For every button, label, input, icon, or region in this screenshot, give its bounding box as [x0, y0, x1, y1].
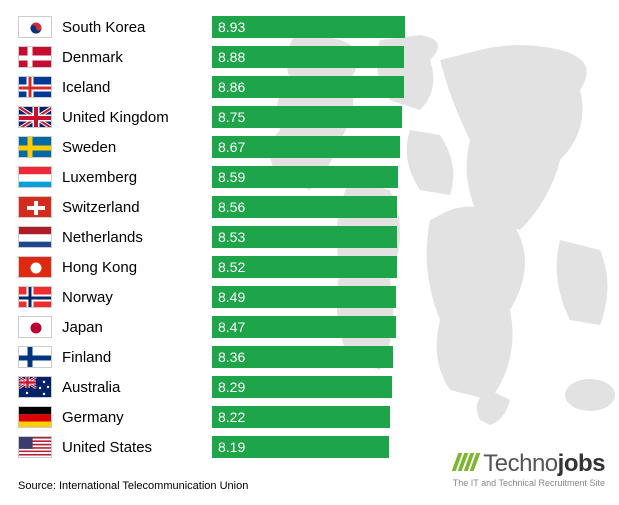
- flag-icon: [18, 376, 52, 398]
- chart-row: Switzerland 8.56: [18, 192, 619, 222]
- flag-icon: [18, 106, 52, 128]
- chart-row: Luxemberg 8.59: [18, 162, 619, 192]
- bar-value: 8.53: [218, 229, 245, 245]
- bar-value: 8.88: [218, 49, 245, 65]
- bar-wrap: 8.93: [212, 16, 472, 38]
- bar-wrap: 8.47: [212, 316, 472, 338]
- brand-name-pre: Techno: [483, 450, 557, 477]
- bar-wrap: 8.36: [212, 346, 472, 368]
- country-label: Finland: [62, 349, 212, 366]
- chart-row: South Korea 8.93: [18, 12, 619, 42]
- country-label: United States: [62, 439, 212, 456]
- bar: 8.67: [212, 136, 400, 158]
- bar: 8.19: [212, 436, 389, 458]
- bar-value: 8.67: [218, 139, 245, 155]
- brand-block: Technojobs The IT and Technical Recruitm…: [453, 450, 605, 488]
- bar-wrap: 8.49: [212, 286, 472, 308]
- bar: 8.29: [212, 376, 392, 398]
- flag-icon: [18, 46, 52, 68]
- ranking-chart: South Korea 8.93 Denmark 8.88 Iceland 8.…: [0, 0, 619, 462]
- brand-name: Technojobs: [483, 450, 605, 478]
- country-label: Luxemberg: [62, 169, 212, 186]
- bar: 8.36: [212, 346, 393, 368]
- chart-row: United Kingdom 8.75: [18, 102, 619, 132]
- chart-row: Netherlands 8.53: [18, 222, 619, 252]
- country-label: Japan: [62, 319, 212, 336]
- flag-icon: [18, 316, 52, 338]
- country-label: Iceland: [62, 79, 212, 96]
- flag-icon: [18, 136, 52, 158]
- chart-row: Japan 8.47: [18, 312, 619, 342]
- bar-value: 8.29: [218, 379, 245, 395]
- flag-icon: [18, 436, 52, 458]
- bar: 8.59: [212, 166, 398, 188]
- bar: 8.22: [212, 406, 390, 428]
- country-label: Norway: [62, 289, 212, 306]
- bar-wrap: 8.56: [212, 196, 472, 218]
- bar: 8.49: [212, 286, 396, 308]
- flag-icon: [18, 16, 52, 38]
- country-label: Denmark: [62, 49, 212, 66]
- source-text: Source: International Telecommunication …: [18, 480, 248, 492]
- bar-value: 8.86: [218, 79, 245, 95]
- bar-value: 8.22: [218, 409, 245, 425]
- bar: 8.47: [212, 316, 396, 338]
- chart-row: Norway 8.49: [18, 282, 619, 312]
- bar: 8.88: [212, 46, 404, 68]
- bar-wrap: 8.22: [212, 406, 472, 428]
- country-label: Australia: [62, 379, 212, 396]
- bar-wrap: 8.67: [212, 136, 472, 158]
- bar-value: 8.75: [218, 109, 245, 125]
- country-label: Germany: [62, 409, 212, 426]
- chart-row: Finland 8.36: [18, 342, 619, 372]
- bar-wrap: 8.29: [212, 376, 472, 398]
- country-label: Switzerland: [62, 199, 212, 216]
- bar: 8.56: [212, 196, 397, 218]
- bar-value: 8.52: [218, 259, 245, 275]
- bar-wrap: 8.19: [212, 436, 472, 458]
- chart-row: Iceland 8.86: [18, 72, 619, 102]
- bar-value: 8.59: [218, 169, 245, 185]
- bar-value: 8.49: [218, 289, 245, 305]
- brand-logo: Technojobs: [453, 450, 605, 478]
- chart-row: Australia 8.29: [18, 372, 619, 402]
- flag-icon: [18, 166, 52, 188]
- bar: 8.93: [212, 16, 405, 38]
- brand-slashes-icon: [455, 453, 477, 471]
- bar: 8.52: [212, 256, 397, 278]
- flag-icon: [18, 256, 52, 278]
- bar-value: 8.56: [218, 199, 245, 215]
- country-label: Netherlands: [62, 229, 212, 246]
- bar-wrap: 8.52: [212, 256, 472, 278]
- chart-row: Denmark 8.88: [18, 42, 619, 72]
- bar-wrap: 8.59: [212, 166, 472, 188]
- chart-row: Hong Kong 8.52: [18, 252, 619, 282]
- bar: 8.86: [212, 76, 404, 98]
- brand-name-bold: jobs: [558, 450, 605, 477]
- flag-icon: [18, 346, 52, 368]
- bar: 8.75: [212, 106, 402, 128]
- bar-wrap: 8.75: [212, 106, 472, 128]
- bar-value: 8.19: [218, 439, 245, 455]
- chart-row: Sweden 8.67: [18, 132, 619, 162]
- bar-value: 8.36: [218, 349, 245, 365]
- flag-icon: [18, 226, 52, 248]
- country-label: United Kingdom: [62, 109, 212, 126]
- bar-value: 8.93: [218, 19, 245, 35]
- country-label: Sweden: [62, 139, 212, 156]
- bar-wrap: 8.86: [212, 76, 472, 98]
- country-label: South Korea: [62, 19, 212, 36]
- flag-icon: [18, 286, 52, 308]
- flag-icon: [18, 196, 52, 218]
- bar: 8.53: [212, 226, 397, 248]
- country-label: Hong Kong: [62, 259, 212, 276]
- bar-value: 8.47: [218, 319, 245, 335]
- chart-row: Germany 8.22: [18, 402, 619, 432]
- bar-wrap: 8.53: [212, 226, 472, 248]
- flag-icon: [18, 76, 52, 98]
- flag-icon: [18, 406, 52, 428]
- brand-tagline: The IT and Technical Recruitment Site: [453, 478, 605, 488]
- bar-wrap: 8.88: [212, 46, 472, 68]
